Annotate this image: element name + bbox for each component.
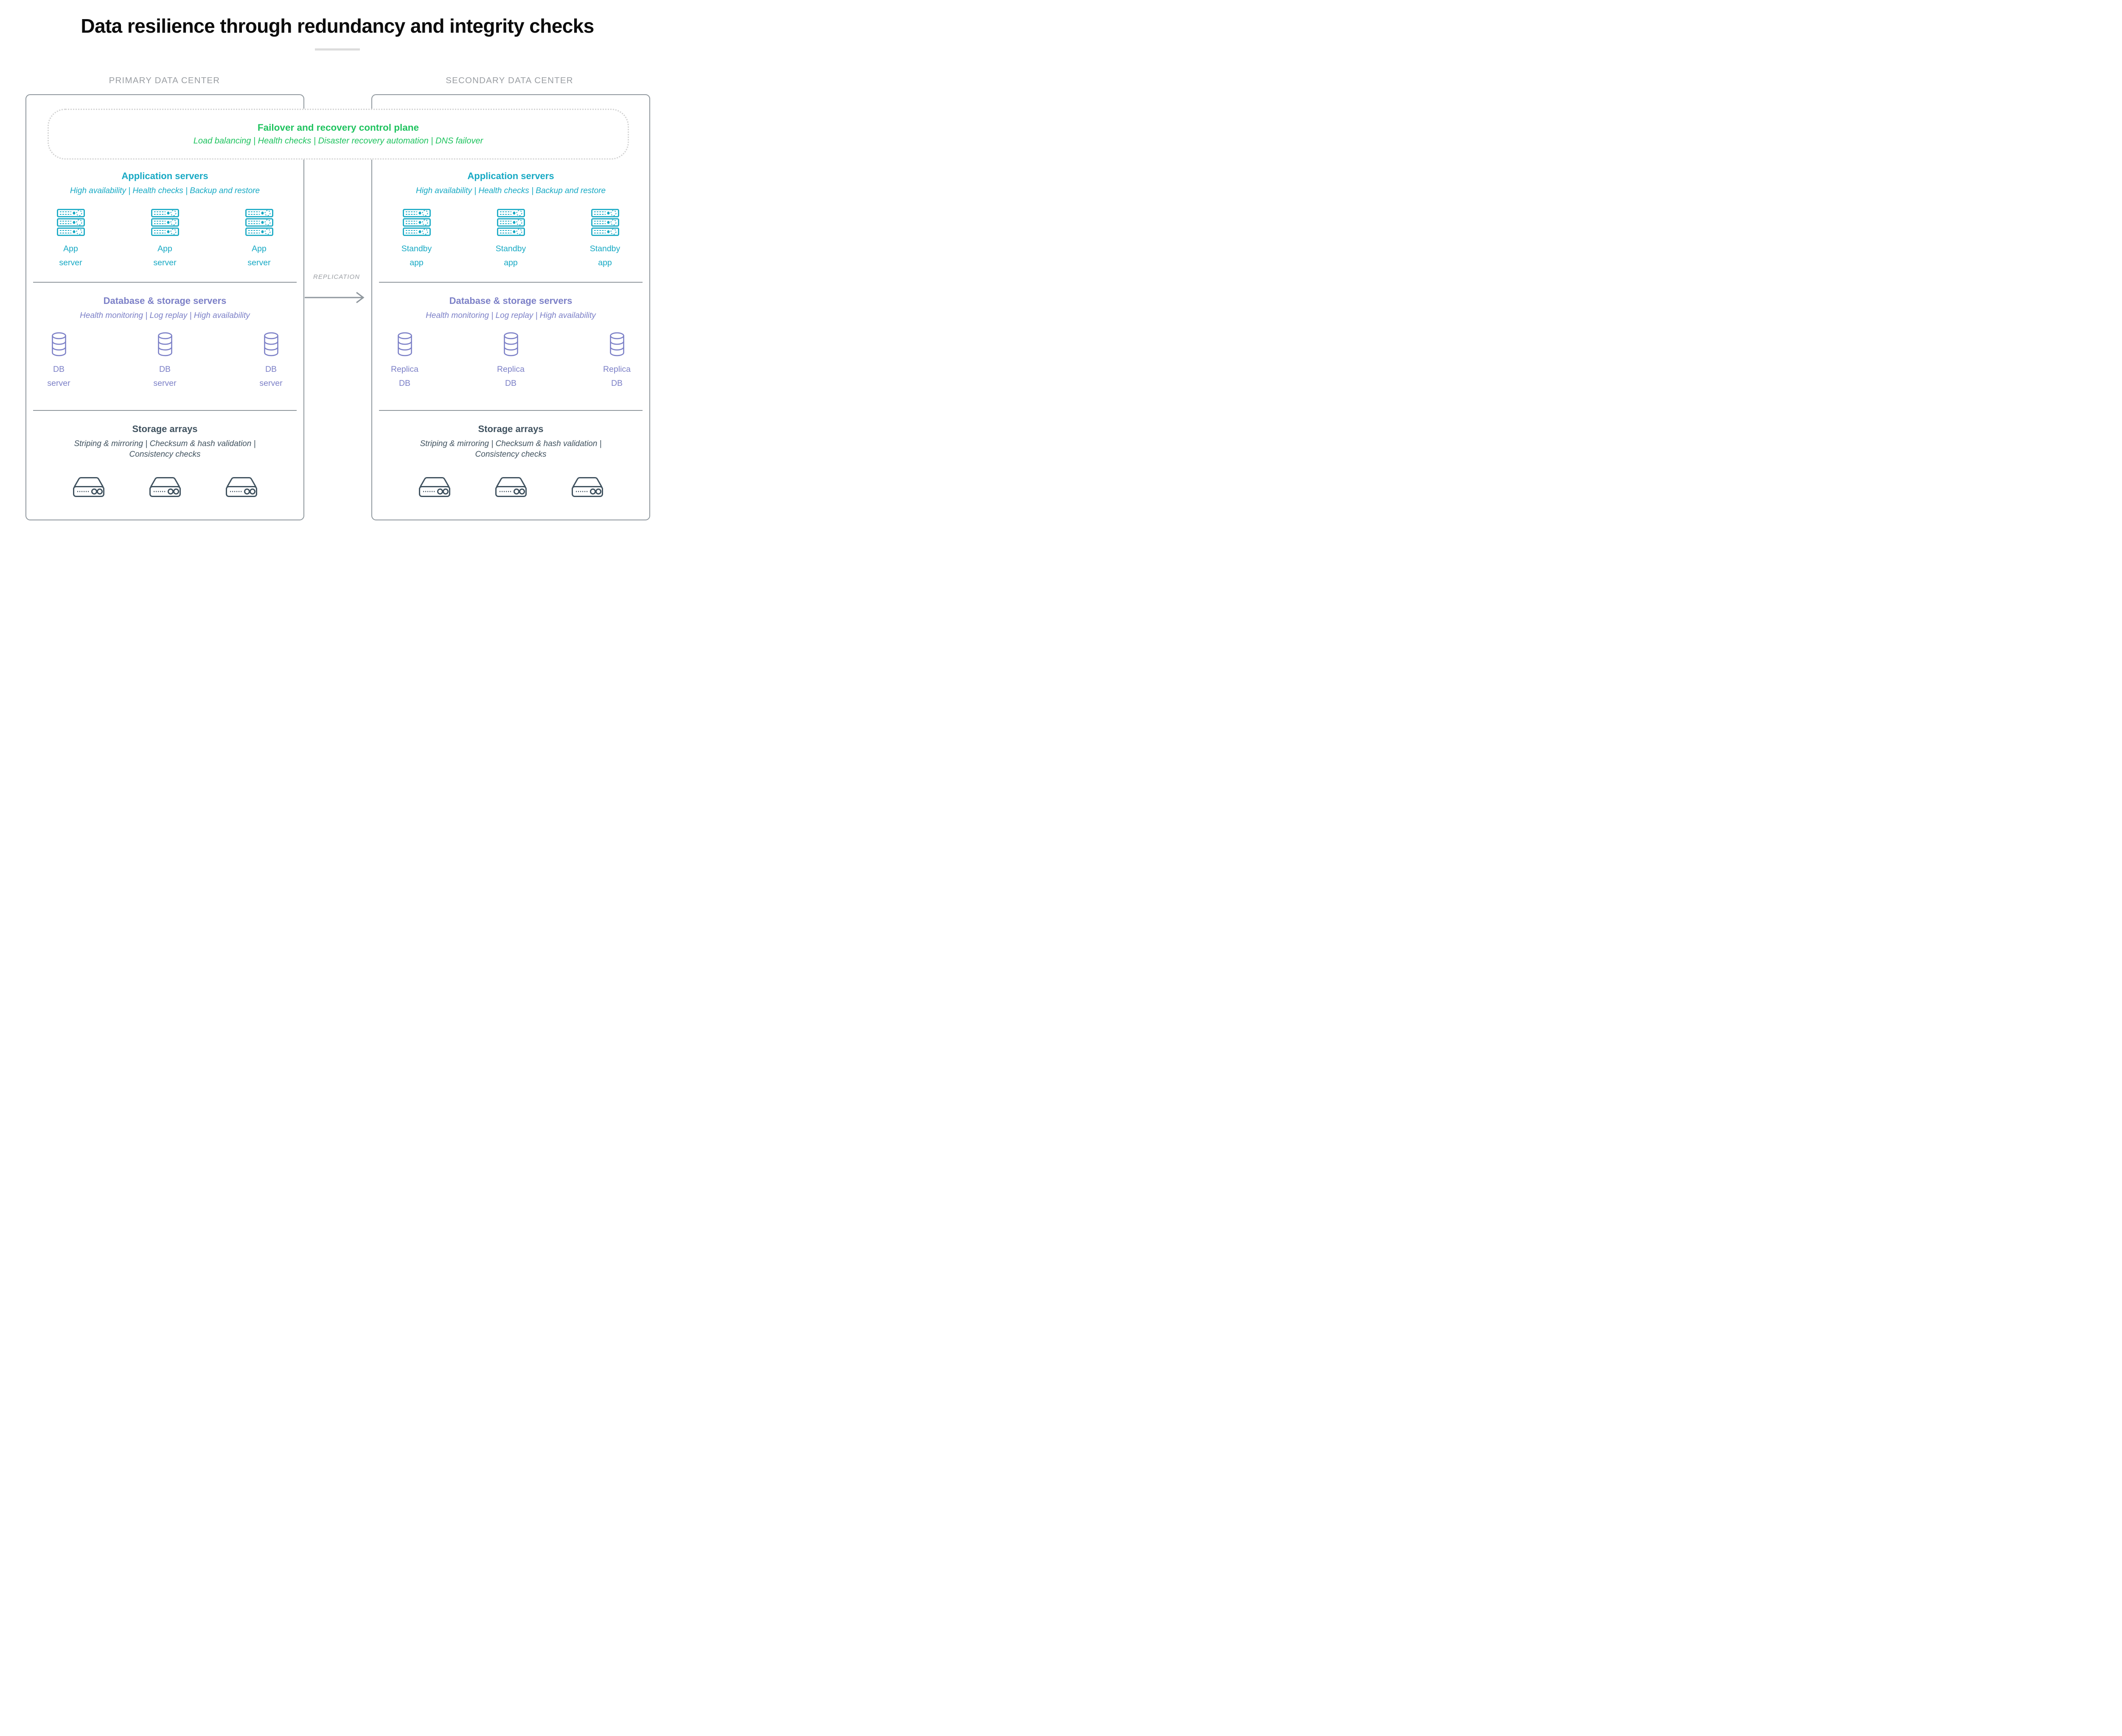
storage-array-icon — [73, 477, 104, 497]
app-server-icon — [151, 209, 179, 236]
failover-subtitle: Load balancing | Health checks | Disaste… — [193, 136, 483, 146]
standby-app-item: Standby app — [488, 209, 534, 270]
standby-app-label: Standby app — [495, 244, 526, 267]
section-title: Storage arrays — [132, 424, 198, 434]
db-server-label: DB server — [259, 365, 283, 388]
diagram-canvas: Data resilience through redundancy and i… — [0, 0, 784, 642]
secondary-storage-section: Storage arrays Striping & mirroring | Ch… — [372, 424, 649, 498]
primary-database-section: Database & storage servers Health monito… — [26, 295, 303, 390]
replication-arrow-icon — [304, 292, 364, 303]
section-divider — [33, 282, 297, 283]
standby-app-label: Standby app — [589, 244, 620, 267]
app-server-item: App server — [236, 209, 283, 270]
primary-data-center-box: Application servers High availability | … — [25, 94, 304, 520]
db-server-item: DB server — [248, 332, 295, 390]
database-icon — [51, 332, 66, 357]
storage-array-icon — [225, 477, 257, 497]
storage-array-icon-row — [372, 477, 649, 498]
section-subtitle: Health monitoring | Log replay | High av… — [80, 311, 250, 320]
standby-app-item: Standby app — [393, 209, 440, 270]
replication-label: REPLICATION — [313, 273, 360, 281]
storage-array-icon — [418, 477, 450, 497]
app-server-icon — [57, 209, 85, 236]
failover-control-plane-box: Failover and recovery control plane Load… — [48, 109, 629, 160]
failover-title: Failover and recovery control plane — [257, 122, 419, 133]
primary-storage-section: Storage arrays Striping & mirroring | Ch… — [26, 424, 303, 498]
standby-app-item: Standby app — [582, 209, 629, 270]
section-subtitle: High availability | Health checks | Back… — [415, 186, 606, 195]
db-server-item: DB server — [36, 332, 82, 390]
section-subtitle: Health monitoring | Log replay | High av… — [426, 311, 596, 320]
secondary-data-center-label: SECONDARY DATA CENTER — [446, 76, 573, 85]
app-server-item: App server — [142, 209, 188, 270]
replica-db-item: Replica DB — [488, 332, 534, 390]
primary-data-center-label: PRIMARY DATA CENTER — [109, 76, 220, 85]
standby-app-icon-row: Standby app Standby app Standby app — [372, 209, 649, 270]
secondary-database-section: Database & storage servers Health monito… — [372, 295, 649, 390]
app-server-icon — [403, 209, 431, 236]
secondary-data-center-box: Application servers High availability | … — [371, 94, 650, 520]
database-icon — [157, 332, 172, 357]
replica-db-item: Replica DB — [382, 332, 428, 390]
app-server-label: App server — [153, 244, 177, 267]
standby-app-label: Standby app — [401, 244, 432, 267]
replica-db-icon-row: Replica DB Replica DB Replica DB — [372, 332, 649, 390]
section-subtitle: Striping & mirroring | Checksum & hash v… — [420, 439, 602, 459]
page-title: Data resilience through redundancy and i… — [81, 15, 594, 37]
database-icon — [397, 332, 412, 357]
section-subtitle: High availability | Health checks | Back… — [70, 186, 260, 195]
section-subtitle: Striping & mirroring | Checksum & hash v… — [74, 439, 256, 459]
storage-array-icon-row — [26, 477, 303, 498]
storage-array-icon — [495, 477, 527, 497]
replica-db-label: Replica DB — [497, 365, 525, 388]
secondary-application-servers-section: Application servers High availability | … — [372, 171, 649, 270]
section-divider — [379, 282, 643, 283]
db-server-item: DB server — [142, 332, 188, 390]
title-underline-bar — [315, 48, 360, 51]
section-title: Storage arrays — [478, 424, 544, 434]
section-divider — [33, 410, 297, 411]
section-title: Database & storage servers — [103, 295, 227, 306]
section-title: Application servers — [121, 171, 208, 181]
app-server-icon — [591, 209, 619, 236]
replica-db-label: Replica DB — [603, 365, 631, 388]
app-server-icon — [245, 209, 273, 236]
section-title: Database & storage servers — [449, 295, 573, 306]
storage-array-icon — [149, 477, 181, 497]
app-server-label: App server — [59, 244, 82, 267]
db-server-label: DB server — [153, 365, 177, 388]
db-server-icon-row: DB server DB server DB server — [26, 332, 303, 390]
db-server-label: DB server — [47, 365, 70, 388]
replica-db-item: Replica DB — [594, 332, 640, 390]
app-server-icon — [497, 209, 525, 236]
section-title: Application servers — [467, 171, 554, 181]
app-server-label: App server — [247, 244, 271, 267]
app-server-icon-row: App server App server App server — [26, 209, 303, 270]
database-icon — [503, 332, 518, 357]
app-server-item: App server — [48, 209, 94, 270]
database-icon — [609, 332, 624, 357]
storage-array-icon — [571, 477, 603, 497]
database-icon — [264, 332, 278, 357]
primary-application-servers-section: Application servers High availability | … — [26, 171, 303, 270]
replica-db-label: Replica DB — [390, 365, 419, 388]
section-divider — [379, 410, 643, 411]
